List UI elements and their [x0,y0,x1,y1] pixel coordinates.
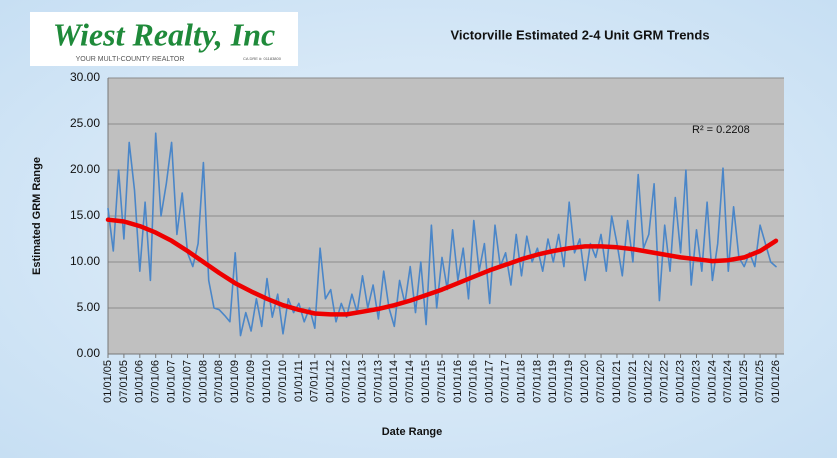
x-tick-label: 07/01/12 [340,360,352,403]
y-tick-label: 20.00 [70,162,100,176]
x-tick-label: 01/01/26 [770,360,782,403]
y-tick-label: 15.00 [70,208,100,222]
x-tick-label: 07/01/11 [309,360,321,402]
x-tick-label: 01/01/12 [325,360,337,403]
x-tick-label: 01/01/18 [515,360,527,403]
x-tick-label: 07/01/06 [150,360,162,403]
x-tick-label: 01/01/21 [611,360,623,403]
x-tick-label: 07/01/17 [500,360,512,403]
annotation: R² = 0.2208 [692,124,750,136]
x-tick-label: 07/01/22 [659,360,671,403]
x-tick-label: 01/01/17 [484,360,496,403]
x-tick-label: 07/01/07 [181,360,193,403]
x-tick-label: 07/01/21 [627,360,639,403]
y-tick-label: 5.00 [77,300,101,314]
logo-box [30,12,298,66]
data-line [107,132,777,337]
x-tick-label: 07/01/10 [277,360,289,403]
y-tick-label: 10.00 [70,254,100,268]
x-tick-label: 01/01/23 [674,360,686,403]
x-tick-label: 07/01/23 [690,360,702,403]
x-tick-label: 01/01/06 [134,360,146,403]
x-tick-label: 01/01/11 [293,360,305,402]
x-axis-label: Date Range [382,426,443,438]
x-tick-label: 01/01/22 [643,360,655,403]
x-tick-label: 01/01/24 [706,360,718,403]
x-tick-label: 07/01/13 [372,360,384,403]
x-tick-label: 01/01/05 [102,360,114,403]
x-tick-label: 01/01/07 [166,360,178,403]
x-tick-label: 07/01/18 [531,360,543,403]
logo-name: Wiest Realty, Inc [53,16,276,52]
x-tick-label: 01/01/16 [452,360,464,403]
x-tick-label: 07/01/14 [404,360,416,403]
x-tick-label: 01/01/10 [261,360,273,403]
y-tick-label: 30.00 [70,70,100,84]
x-tick-label: 01/01/19 [547,360,559,403]
x-tick-label: 01/01/09 [229,360,241,403]
logo-tagline: YOUR MULTI-COUNTY REALTOR [76,56,185,63]
x-tick-label: 07/01/16 [468,360,480,403]
x-tick-label: 07/01/25 [754,360,766,403]
x-tick-label: 07/01/20 [595,360,607,403]
x-tick-label: 01/01/13 [356,360,368,403]
x-tick-label: 07/01/15 [436,360,448,403]
x-tick-label: 01/01/08 [197,360,209,403]
logo-license: CA DRE #: 01183800 [243,56,282,61]
x-tick-label: 07/01/19 [563,360,575,403]
y-axis-label: Estimated GRM Range [31,157,43,275]
x-tick-label: 01/01/14 [388,360,400,403]
x-tick-label: 01/01/20 [579,360,591,403]
chart-title: Victorville Estimated 2-4 Unit GRM Trend… [450,27,709,42]
x-tick-label: 07/01/24 [722,360,734,403]
trend-line [105,217,779,317]
x-tick-label: 07/01/09 [245,360,257,403]
x-tick-label: 01/01/25 [738,360,750,403]
y-tick-label: 0.00 [77,346,101,360]
y-tick-label: 25.00 [70,116,100,130]
x-tick-label: 01/01/15 [420,360,432,403]
x-tick-label: 07/01/08 [213,360,225,403]
x-tick-label: 07/01/05 [118,360,130,403]
